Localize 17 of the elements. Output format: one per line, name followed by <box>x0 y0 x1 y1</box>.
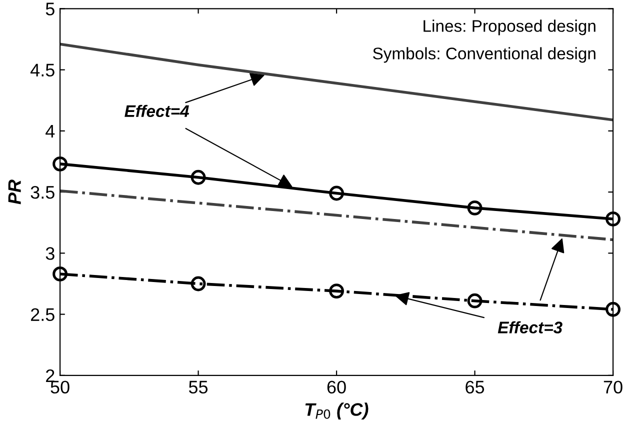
x-tick-label: 50 <box>50 380 70 394</box>
y-tick-label: 3.5 <box>30 186 54 199</box>
x-tick-label: 70 <box>604 380 622 394</box>
y-tick-label: 5 <box>46 2 54 16</box>
annotation: Lines: Proposed design <box>424 20 596 36</box>
annotation: Effect=4 <box>124 104 190 118</box>
y-tick-label: 4.5 <box>30 64 54 77</box>
y-tick-label: 3 <box>46 247 54 260</box>
y-axis-title: PR <box>8 180 21 204</box>
y-tick-label: 4 <box>46 125 55 138</box>
annotation: Effect=3 <box>498 321 562 334</box>
y-tick-label: 2.5 <box>30 308 54 322</box>
annotation: Symbols: Conventional design <box>373 47 596 63</box>
x-tick-label: 55 <box>188 380 208 394</box>
x-tick-label: 65 <box>466 380 484 394</box>
x-tick-label: 60 <box>327 380 346 394</box>
x-axis-title: T$_{P0}$ (°C) <box>305 402 368 420</box>
